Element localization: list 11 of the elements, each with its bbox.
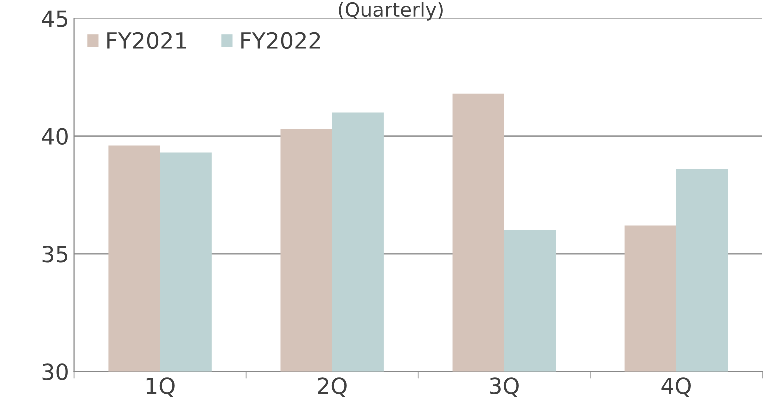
legend-label: FY2022 — [242, 32, 320, 50]
x-tick-label: 2Q — [318, 378, 347, 398]
y-tick-label: 30 — [42, 364, 68, 380]
x-tick-label: 1Q — [146, 378, 175, 398]
y-tick-label: 45 — [42, 10, 68, 28]
x-tick-label: 3Q — [490, 378, 519, 398]
legend-label: FY2021 — [108, 32, 186, 50]
y-tick-label: 40 — [42, 128, 68, 146]
chart-title: (Quarterly) — [339, 2, 443, 21]
x-tick-label: 4Q — [662, 378, 691, 398]
y-tick-label: 35 — [42, 246, 68, 263]
